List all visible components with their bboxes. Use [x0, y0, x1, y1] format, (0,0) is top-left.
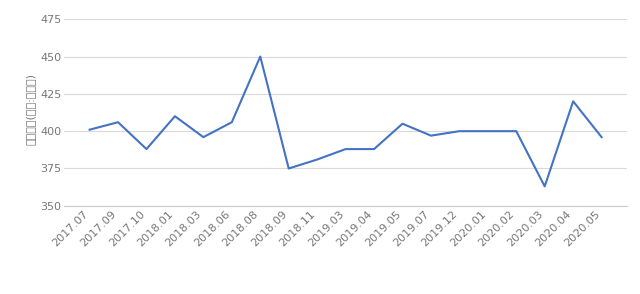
Y-axis label: 거래금액(단위:백만원): 거래금액(단위:백만원)	[26, 73, 36, 145]
